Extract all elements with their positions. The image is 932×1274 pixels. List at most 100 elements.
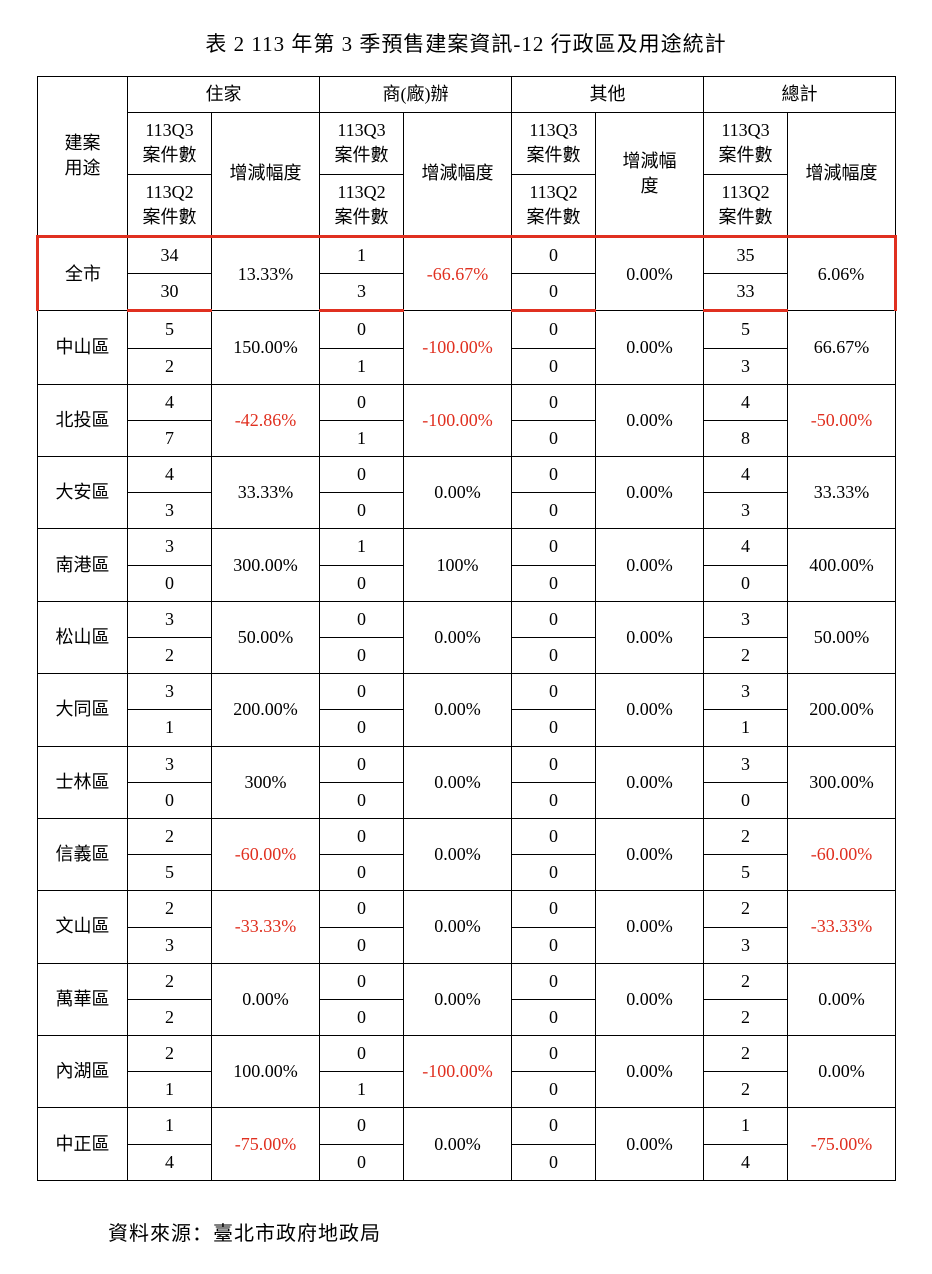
cell-q2: 0 — [320, 710, 404, 746]
cell-q3: 5 — [128, 311, 212, 348]
cell-pct: 0.00% — [596, 963, 704, 1035]
cell-q2: 0 — [512, 638, 596, 674]
cell-pct: 0.00% — [596, 311, 704, 384]
cell-pct: 0.00% — [596, 818, 704, 890]
cell-q2: 7 — [128, 420, 212, 456]
cell-q2: 1 — [704, 710, 788, 746]
cell-q3: 0 — [320, 1036, 404, 1072]
cell-pct: -50.00% — [788, 384, 896, 456]
cell-pct: 400.00% — [788, 529, 896, 601]
cell-q3: 0 — [320, 601, 404, 637]
cell-q2: 0 — [320, 1144, 404, 1180]
cell-q3: 0 — [320, 818, 404, 854]
cell-q3: 0 — [320, 746, 404, 782]
cell-q2: 3 — [128, 927, 212, 963]
cell-q3: 4 — [704, 384, 788, 420]
table-row: 內湖區2100.00%0-100.00%00.00%20.00% — [38, 1036, 896, 1072]
cell-pct: 300% — [212, 746, 320, 818]
cell-q3: 0 — [512, 384, 596, 420]
cell-q2: 1 — [320, 420, 404, 456]
table-row: 大安區433.33%00.00%00.00%433.33% — [38, 457, 896, 493]
cell-q3: 1 — [704, 1108, 788, 1144]
cell-q2: 2 — [128, 638, 212, 674]
table-row: 信義區2-60.00%00.00%00.00%2-60.00% — [38, 818, 896, 854]
cell-pct: -100.00% — [404, 311, 512, 384]
cell-q2: 3 — [704, 493, 788, 529]
header-tot-q2: 113Q2案件數 — [704, 174, 788, 236]
cell-q2: 0 — [704, 565, 788, 601]
stats-table: 建案用途 住家 商(廠)辦 其他 總計 113Q3案件數 增減幅度 113Q3案… — [36, 76, 897, 1181]
cell-q2: 0 — [320, 565, 404, 601]
cell-q2: 2 — [128, 999, 212, 1035]
cell-q3: 0 — [512, 311, 596, 348]
cell-pct: 0.00% — [404, 457, 512, 529]
cell-pct: 0.00% — [404, 601, 512, 673]
row-label: 松山區 — [38, 601, 128, 673]
table-row: 中山區5150.00%0-100.00%00.00%566.67% — [38, 311, 896, 348]
cell-q2: 0 — [320, 493, 404, 529]
row-label: 文山區 — [38, 891, 128, 963]
cell-q3: 2 — [128, 963, 212, 999]
cell-pct: 66.67% — [788, 311, 896, 384]
cell-q3: 3 — [128, 674, 212, 710]
cell-pct: -100.00% — [404, 384, 512, 456]
cell-pct: 0.00% — [404, 963, 512, 1035]
cell-pct: 0.00% — [596, 674, 704, 746]
row-label: 信義區 — [38, 818, 128, 890]
cell-q3: 0 — [512, 963, 596, 999]
cell-pct: 0.00% — [788, 1036, 896, 1108]
cell-q3: 3 — [704, 746, 788, 782]
cell-q3: 2 — [704, 1036, 788, 1072]
cell-pct: 150.00% — [212, 311, 320, 384]
cell-q2: 0 — [320, 638, 404, 674]
cell-pct: 0.00% — [596, 601, 704, 673]
cell-pct: 100% — [404, 529, 512, 601]
header-group-commercial: 商(廠)辦 — [320, 77, 512, 113]
table-row: 文山區2-33.33%00.00%00.00%2-33.33% — [38, 891, 896, 927]
header-oth-q2: 113Q2案件數 — [512, 174, 596, 236]
cell-q3: 4 — [128, 457, 212, 493]
row-label: 萬華區 — [38, 963, 128, 1035]
cell-q2: 5 — [128, 855, 212, 891]
header-group-total: 總計 — [704, 77, 896, 113]
cell-pct: 0.00% — [404, 674, 512, 746]
cell-q2: 3 — [704, 927, 788, 963]
table-row: 南港區3300.00%1100%00.00%4400.00% — [38, 529, 896, 565]
cell-q2: 2 — [704, 999, 788, 1035]
cell-q2: 1 — [320, 1072, 404, 1108]
cell-pct: 0.00% — [212, 963, 320, 1035]
cell-q3: 2 — [704, 818, 788, 854]
header-com-q3: 113Q3案件數 — [320, 113, 404, 174]
cell-q3: 0 — [512, 746, 596, 782]
cell-q3: 0 — [512, 1036, 596, 1072]
header-res-q2: 113Q2案件數 — [128, 174, 212, 236]
table-header: 建案用途 住家 商(廠)辦 其他 總計 113Q3案件數 增減幅度 113Q3案… — [38, 77, 896, 237]
header-tot-pct: 增減幅度 — [788, 113, 896, 237]
header-group-other: 其他 — [512, 77, 704, 113]
cell-q2: 0 — [320, 855, 404, 891]
cell-q3: 1 — [320, 236, 404, 273]
table-row: 士林區3300%00.00%00.00%3300.00% — [38, 746, 896, 782]
cell-q2: 0 — [512, 1072, 596, 1108]
cell-q3: 35 — [704, 236, 788, 273]
cell-q2: 0 — [512, 1144, 596, 1180]
cell-pct: -33.33% — [788, 891, 896, 963]
cell-q2: 0 — [512, 999, 596, 1035]
cell-q3: 0 — [512, 529, 596, 565]
cell-pct: 50.00% — [788, 601, 896, 673]
cell-q2: 0 — [128, 565, 212, 601]
cell-q2: 0 — [128, 782, 212, 818]
header-oth-pct: 增減幅度 — [596, 113, 704, 237]
row-label: 士林區 — [38, 746, 128, 818]
table-body: 全市3413.33%1-66.67%00.00%356.06%303033中山區… — [38, 236, 896, 1180]
cell-q3: 3 — [128, 601, 212, 637]
cell-pct: 0.00% — [596, 457, 704, 529]
cell-q3: 2 — [128, 891, 212, 927]
cell-q3: 0 — [320, 963, 404, 999]
cell-q2: 0 — [512, 274, 596, 311]
cell-q3: 3 — [128, 746, 212, 782]
cell-pct: 100.00% — [212, 1036, 320, 1108]
cell-q3: 0 — [512, 1108, 596, 1144]
table-row: 中正區1-75.00%00.00%00.00%1-75.00% — [38, 1108, 896, 1144]
cell-q2: 8 — [704, 420, 788, 456]
